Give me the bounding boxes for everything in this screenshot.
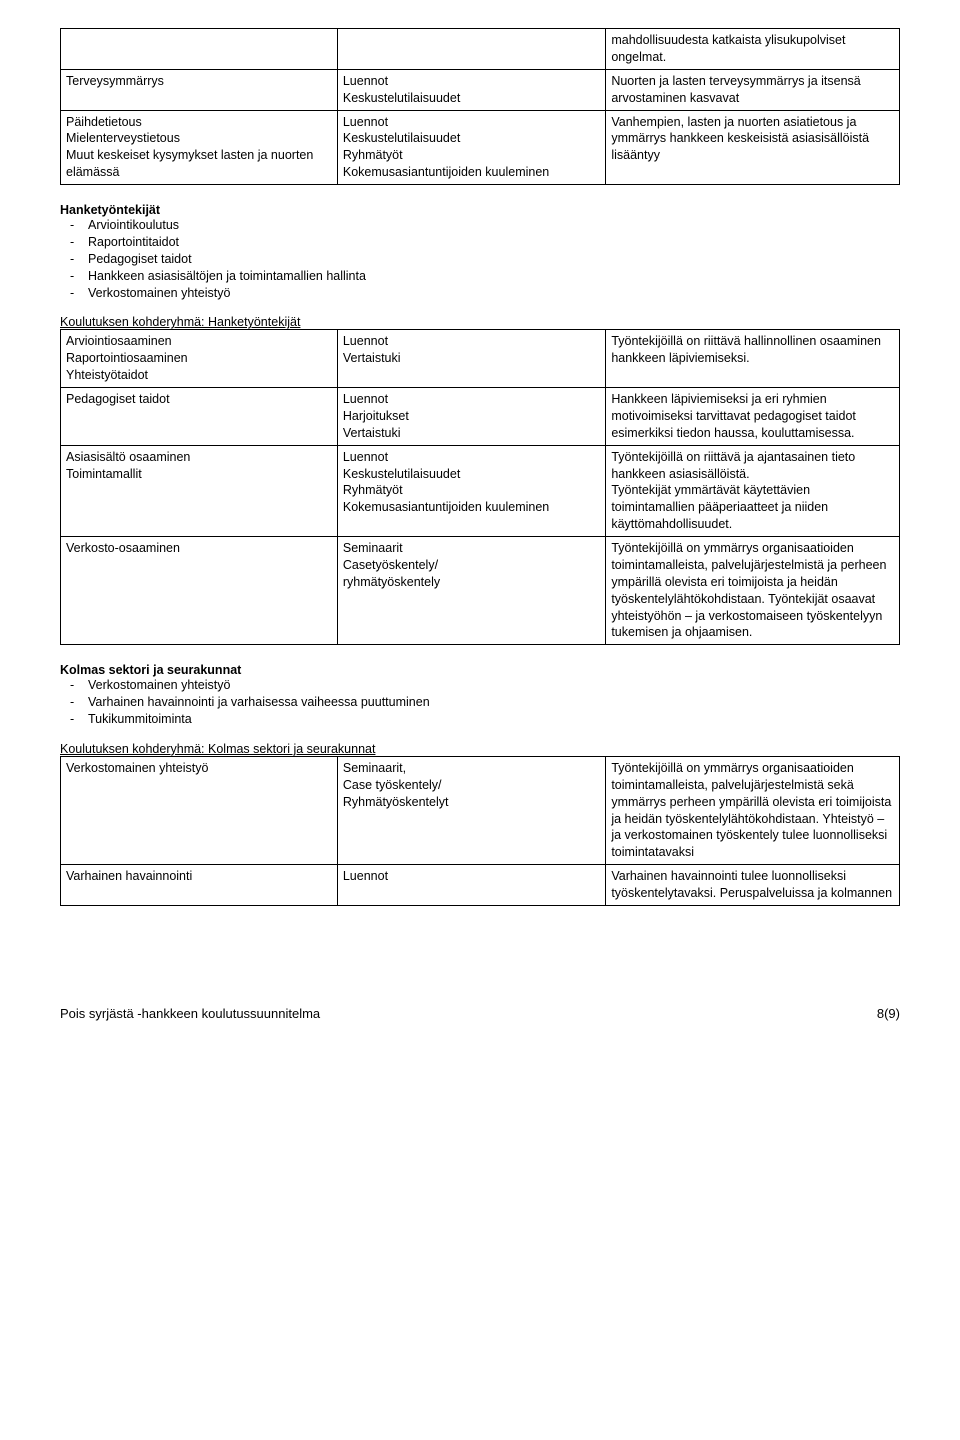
footer-title: Pois syrjästä -hankkeen koulutussuunnite… (60, 1006, 320, 1021)
section-kolmas-list: Verkostomainen yhteistyöVarhainen havain… (60, 677, 900, 728)
table-cell: LuennotHarjoituksetVertaistuki (337, 388, 605, 446)
table-row: PäihdetietousMielenterveystietousMuut ke… (61, 110, 900, 185)
list-item: Verkostomainen yhteistyö (88, 285, 900, 302)
table-cell: ArviointiosaaminenRaportointiosaaminenYh… (61, 330, 338, 388)
section-hanketyontekijat-list: ArviointikoulutusRaportointitaidotPedago… (60, 217, 900, 301)
table-cell: Verkosto-osaaminen (61, 537, 338, 645)
table-cell: LuennotKeskustelutilaisuudet (337, 69, 605, 110)
table-cell: LuennotKeskustelutilaisuudetRyhmätyötKok… (337, 445, 605, 536)
list-item: Verkostomainen yhteistyö (88, 677, 900, 694)
table-cell: Työntekijöillä on riittävä hallinnolline… (606, 330, 900, 388)
table-cell: Varhainen havainnointi tulee luonnollise… (606, 865, 900, 906)
table-row: Asiasisältö osaaminenToimintamallitLuenn… (61, 445, 900, 536)
table-top: mahdollisuudesta katkaista ylisukupolvis… (60, 28, 900, 185)
table-hanketyontekijat: ArviointiosaaminenRaportointiosaaminenYh… (60, 329, 900, 645)
table-cell: mahdollisuudesta katkaista ylisukupolvis… (606, 29, 900, 70)
table-cell: Nuorten ja lasten terveysymmärrys ja its… (606, 69, 900, 110)
list-item: Tukikummitoiminta (88, 711, 900, 728)
table-cell: Työntekijöillä on ymmärrys organisaatioi… (606, 756, 900, 864)
table-cell: Asiasisältö osaaminenToimintamallit (61, 445, 338, 536)
table-cell: Seminaarit,Case työskentely/Ryhmätyösken… (337, 756, 605, 864)
list-item: Arviointikoulutus (88, 217, 900, 234)
list-item: Varhainen havainnointi ja varhaisessa va… (88, 694, 900, 711)
list-item: Hankkeen asiasisältöjen ja toimintamalli… (88, 268, 900, 285)
list-item: Raportointitaidot (88, 234, 900, 251)
table-cell: Vanhempien, lasten ja nuorten asiatietou… (606, 110, 900, 185)
table-row: Verkostomainen yhteistyöSeminaarit,Case … (61, 756, 900, 864)
table-cell (61, 29, 338, 70)
table-row: Varhainen havainnointiLuennotVarhainen h… (61, 865, 900, 906)
table-row: Pedagogiset taidotLuennotHarjoituksetVer… (61, 388, 900, 446)
table3-title: Koulutuksen kohderyhmä: Kolmas sektori j… (60, 742, 900, 756)
table-cell: SeminaaritCasetyöskentely/ryhmätyöskente… (337, 537, 605, 645)
table-cell: LuennotVertaistuki (337, 330, 605, 388)
table-cell (337, 29, 605, 70)
table-row: ArviointiosaaminenRaportointiosaaminenYh… (61, 330, 900, 388)
table2-title: Koulutuksen kohderyhmä: Hanketyöntekijät (60, 315, 900, 329)
table-cell: Terveysymmärrys (61, 69, 338, 110)
table-cell: Työntekijöillä on ymmärrys organisaatioi… (606, 537, 900, 645)
page-footer: Pois syrjästä -hankkeen koulutussuunnite… (60, 1006, 900, 1021)
table-row: mahdollisuudesta katkaista ylisukupolvis… (61, 29, 900, 70)
list-item: Pedagogiset taidot (88, 251, 900, 268)
table-cell: Luennot (337, 865, 605, 906)
section-kolmas-title: Kolmas sektori ja seurakunnat (60, 663, 900, 677)
footer-page: 8(9) (877, 1006, 900, 1021)
section-hanketyontekijat-title: Hanketyöntekijät (60, 203, 900, 217)
table-cell: Työntekijöillä on riittävä ja ajantasain… (606, 445, 900, 536)
table-cell: Hankkeen läpiviemiseksi ja eri ryhmien m… (606, 388, 900, 446)
table-cell: LuennotKeskustelutilaisuudetRyhmätyötKok… (337, 110, 605, 185)
table-row: Verkosto-osaaminenSeminaaritCasetyöskent… (61, 537, 900, 645)
table-cell: Verkostomainen yhteistyö (61, 756, 338, 864)
table-cell: Varhainen havainnointi (61, 865, 338, 906)
table-cell: Pedagogiset taidot (61, 388, 338, 446)
table-kolmas: Verkostomainen yhteistyöSeminaarit,Case … (60, 756, 900, 906)
table-cell: PäihdetietousMielenterveystietousMuut ke… (61, 110, 338, 185)
table-row: TerveysymmärrysLuennotKeskustelutilaisuu… (61, 69, 900, 110)
